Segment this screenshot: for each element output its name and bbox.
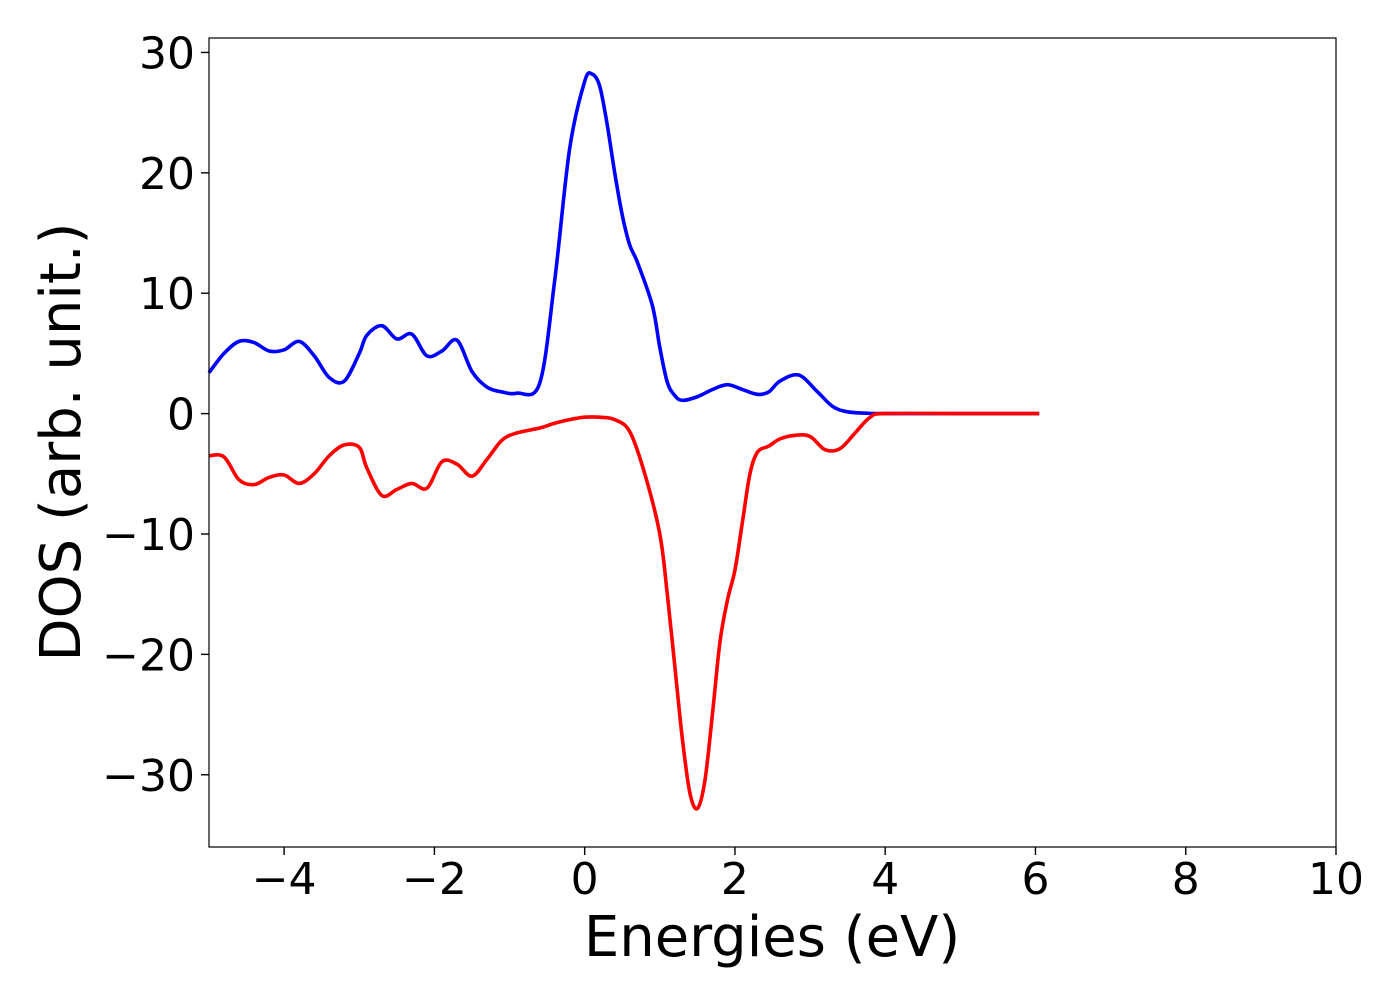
y-tick-label: −10 [102,510,195,561]
y-axis-label: DOS (arb. unit.) [29,222,94,661]
x-tick-label: 8 [1172,854,1200,905]
series-layer [207,70,1040,811]
x-tick-label: 6 [1021,854,1049,905]
plot-frame [208,37,1337,848]
y-tick-label: 30 [139,28,195,79]
x-tick-label: −2 [402,854,467,905]
x-tick-label: 4 [871,854,899,905]
series-line-1 [207,70,1040,416]
x-tick-label: 2 [721,854,749,905]
y-axis: −30 −20 −10 0 10 20 30 [102,28,209,802]
series-line-2 [208,411,1040,811]
x-tick-label: −4 [252,854,317,905]
x-tick-label: 0 [571,854,599,905]
y-tick-label: 10 [139,269,195,320]
x-tick-label: 10 [1308,854,1364,905]
y-tick-label: −30 [102,751,195,802]
y-tick-label: 0 [167,390,195,441]
x-axis: −4 −2 0 2 4 6 8 10 [252,847,1364,905]
y-tick-label: 20 [139,149,195,200]
y-tick-label: −20 [102,630,195,681]
x-axis-label: Energies (eV) [584,905,960,970]
